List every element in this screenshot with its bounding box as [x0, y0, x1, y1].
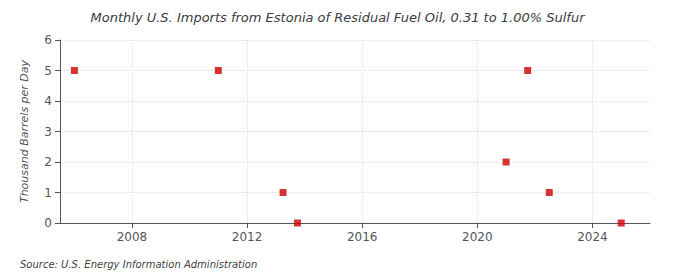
- svg-text:2008: 2008: [117, 230, 148, 244]
- svg-text:4: 4: [44, 94, 52, 108]
- svg-text:6: 6: [44, 33, 52, 47]
- svg-text:Monthly U.S. Imports from Esto: Monthly U.S. Imports from Estonia of Res…: [91, 10, 587, 25]
- svg-text:Source: U.S. Energy Informatio: Source: U.S. Energy Information Administ…: [20, 259, 257, 270]
- svg-text:3: 3: [44, 125, 52, 139]
- svg-text:Thousand Barrels per Day: Thousand Barrels per Day: [18, 59, 31, 203]
- svg-text:2: 2: [44, 155, 52, 169]
- svg-text:5: 5: [44, 64, 52, 78]
- svg-text:0: 0: [44, 216, 52, 230]
- svg-text:1: 1: [44, 186, 52, 200]
- svg-text:2024: 2024: [577, 230, 608, 244]
- svg-text:2012: 2012: [232, 230, 263, 244]
- svg-text:2016: 2016: [347, 230, 378, 244]
- svg-text:2020: 2020: [462, 230, 493, 244]
